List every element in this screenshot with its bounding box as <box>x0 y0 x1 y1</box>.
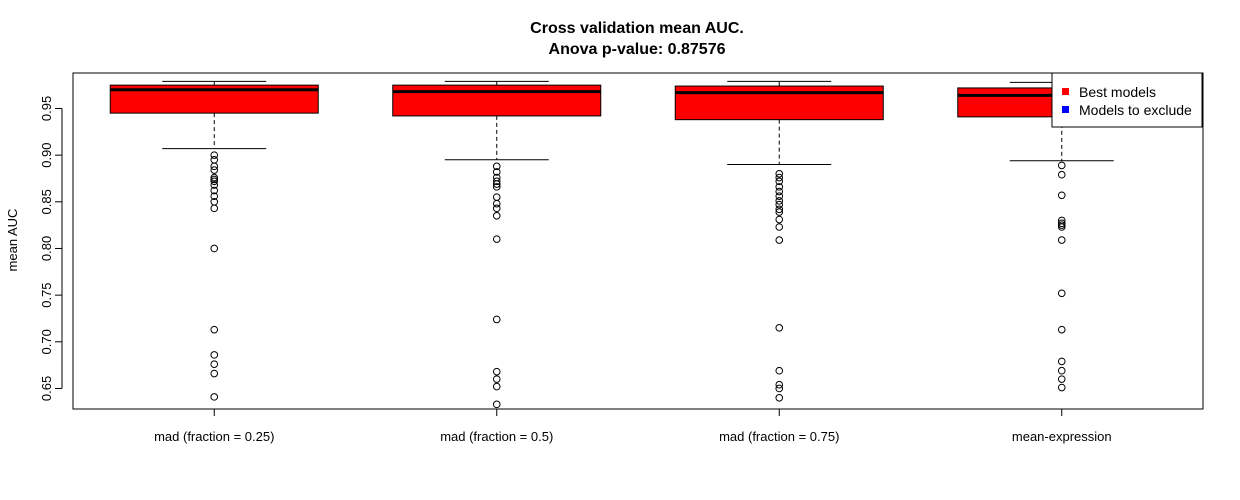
outlier-point <box>492 212 501 220</box>
outlier-point <box>1057 357 1066 366</box>
y-tick-label: 0.80 <box>39 236 54 261</box>
outlier-point <box>1057 325 1066 334</box>
outlier-point <box>210 244 219 253</box>
y-tick-label: 0.65 <box>39 376 54 401</box>
outlier-point <box>210 166 219 174</box>
legend-label: Models to exclude <box>1079 102 1192 118</box>
y-tick-label: 0.75 <box>39 282 54 307</box>
outlier-point <box>492 199 501 208</box>
outlier-point <box>775 192 784 200</box>
legend-box <box>1051 72 1203 128</box>
legend-swatch <box>1062 106 1069 113</box>
outlier-point <box>210 181 219 189</box>
outlier-point <box>210 177 219 186</box>
x-tick-label: mean-expression <box>1012 429 1112 444</box>
outlier-point <box>775 394 784 402</box>
outlier-point <box>775 208 784 216</box>
y-tick-label: 0.85 <box>39 189 54 214</box>
x-tick-label: mad (fraction = 0.75) <box>719 429 839 444</box>
outlier-point <box>492 180 501 188</box>
outlier-point <box>1057 375 1066 383</box>
y-axis: 0.65 0.70 0.75 0.80 0.85 0.90 0.95 <box>39 96 63 401</box>
box-group <box>957 81 1167 392</box>
y-tick-label: 0.70 <box>39 329 54 354</box>
box-iqr <box>392 84 602 117</box>
outlier-point <box>1057 170 1066 179</box>
outlier-point <box>492 204 501 213</box>
outlier-point <box>1057 191 1066 200</box>
outlier-point <box>210 325 219 334</box>
outlier-point <box>210 151 219 159</box>
outlier-point <box>775 183 784 191</box>
outlier-point <box>775 366 784 375</box>
plot-frame <box>72 72 1204 410</box>
outlier-point <box>775 197 784 205</box>
outlier-point <box>492 367 501 376</box>
outlier-point <box>492 235 501 243</box>
outlier-point <box>775 223 784 231</box>
outlier-point <box>775 177 784 186</box>
chart-subtitle: Anova p-value: 0.87576 <box>549 41 726 58</box>
outlier-point <box>210 156 219 164</box>
outlier-point <box>1057 223 1066 231</box>
outlier-point <box>492 162 501 171</box>
outlier-point <box>210 192 219 200</box>
legend-swatch <box>1062 88 1069 95</box>
legend-label: Best models <box>1079 84 1156 100</box>
outlier-point <box>210 186 219 195</box>
outlier-point <box>492 400 501 409</box>
outlier-point <box>1057 236 1066 244</box>
outlier-point <box>775 324 784 332</box>
outlier-point <box>492 177 501 186</box>
outlier-point <box>775 187 784 196</box>
outlier-point <box>210 162 219 171</box>
outlier-point <box>492 168 501 176</box>
outlier-point <box>775 205 784 214</box>
outlier-point <box>1057 366 1066 375</box>
outlier-point <box>492 382 501 391</box>
outlier-point <box>492 315 501 324</box>
outlier-point <box>775 170 784 178</box>
outlier-point <box>210 369 219 378</box>
chart-title: Cross validation mean AUC. <box>530 20 744 37</box>
y-tick-label: 0.95 <box>39 96 54 121</box>
outlier-point <box>775 236 784 244</box>
box-group <box>674 80 884 402</box>
outlier-point <box>775 200 784 209</box>
outlier-point <box>492 375 501 383</box>
outlier-point <box>1057 383 1066 392</box>
box-group <box>392 80 602 409</box>
outlier-point <box>775 173 784 182</box>
outlier-point <box>775 215 784 224</box>
outlier-point <box>210 393 219 401</box>
legend: Best models Models to exclude <box>1051 72 1203 128</box>
outlier-point <box>492 183 501 191</box>
outlier-point <box>775 380 784 389</box>
outlier-point <box>492 193 501 201</box>
box-group <box>109 80 319 401</box>
outlier-point <box>210 351 219 359</box>
outlier-point <box>210 360 219 369</box>
x-axis: mad (fraction = 0.25) mad (fraction = 0.5… <box>154 408 1112 444</box>
outlier-point <box>1057 289 1066 298</box>
boxes <box>109 80 1167 409</box>
x-tick-label: mad (fraction = 0.25) <box>154 429 274 444</box>
x-tick-label: mad (fraction = 0.5) <box>440 429 553 444</box>
y-tick-label: 0.90 <box>39 142 54 167</box>
outlier-point <box>1057 161 1066 170</box>
outlier-point <box>210 204 219 213</box>
y-axis-label: mean AUC <box>5 209 20 272</box>
outlier-point <box>775 384 784 393</box>
